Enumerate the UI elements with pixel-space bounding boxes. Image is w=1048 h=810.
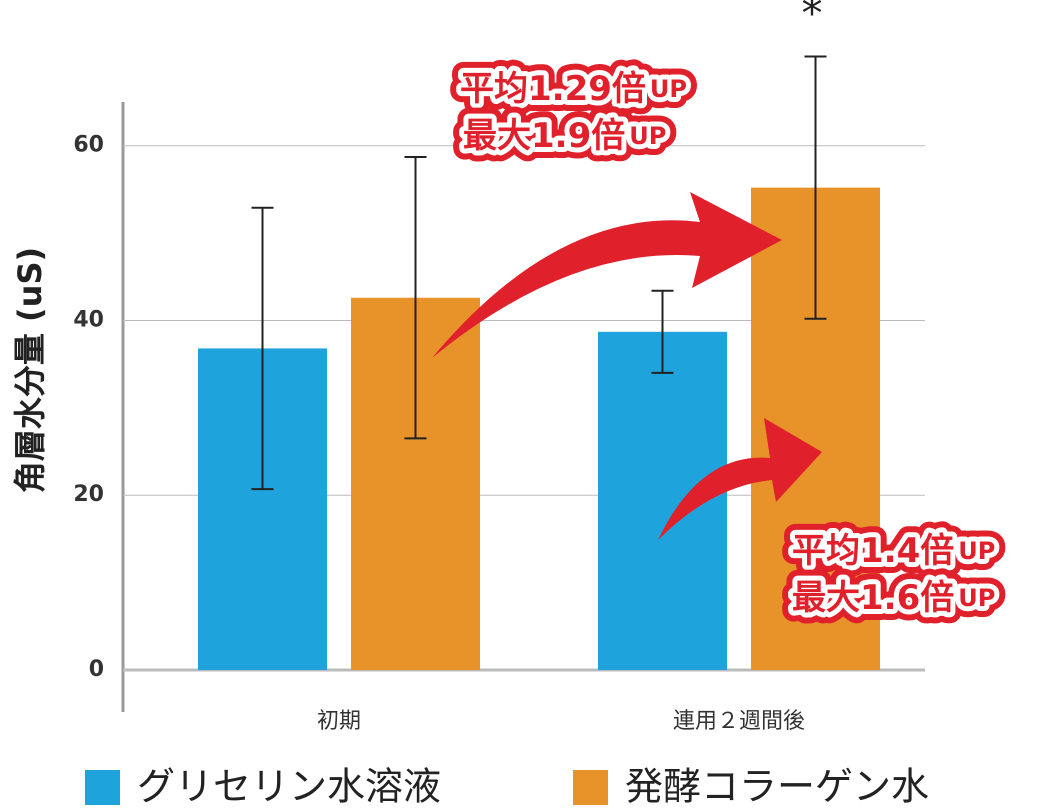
arrow xyxy=(658,418,822,540)
x-tick-label: 連用２週間後 xyxy=(673,709,805,734)
callout-text: 平均1.4倍 UP xyxy=(792,531,995,571)
callout-value: 最大1.9倍 xyxy=(463,116,625,156)
callout-value: 平均1.4倍 xyxy=(792,531,954,571)
callout-suffix: UP xyxy=(629,122,666,150)
legend-label: グリセリン水溶液 xyxy=(137,765,441,809)
callout-suffix: UP xyxy=(650,75,687,103)
callout-suffix: UP xyxy=(629,122,666,150)
callout-text: 最大1.9倍 UP xyxy=(463,116,666,156)
callout-suffix: UP xyxy=(958,537,995,565)
error-bar xyxy=(804,55,827,320)
callout-text: 最大1.9倍 UP xyxy=(463,116,666,156)
callout-suffix: UP xyxy=(958,584,995,612)
x-tick-label: 初期 xyxy=(317,709,361,734)
y-tick-label: 40 xyxy=(73,307,104,332)
callout-text: 最大1.6倍 UP xyxy=(792,578,995,618)
legend-label: 発酵コラーゲン水 xyxy=(625,765,929,809)
callout-suffix: UP xyxy=(650,75,687,103)
callout-value: 最大1.9倍 xyxy=(463,116,625,156)
callout-suffix: UP xyxy=(958,584,995,612)
legend-swatch xyxy=(573,770,608,805)
y-axis-label: 角層水分量 (uS) xyxy=(11,247,49,493)
y-tick-label: 60 xyxy=(73,133,104,158)
callout-value: 平均1.29倍 xyxy=(460,69,646,109)
y-tick-label: 0 xyxy=(89,657,104,682)
plot: 0 20 40 60 初期 連用２週間後 xyxy=(73,55,925,734)
y-tick-label: 20 xyxy=(73,482,104,507)
callout-suffix: UP xyxy=(958,537,995,565)
callout-value: 平均1.4倍 xyxy=(792,531,954,571)
callout-value: 最大1.6倍 xyxy=(792,578,954,618)
callout-text: 平均1.29倍 UP xyxy=(460,69,687,109)
error-bar xyxy=(651,289,674,374)
callout-text: 平均1.4倍 UP xyxy=(792,531,995,571)
callout-text: 平均1.29倍 UP xyxy=(460,69,687,109)
error-bar xyxy=(404,156,427,440)
error-bar xyxy=(251,206,274,491)
arrow xyxy=(432,192,782,358)
callout-value: 最大1.6倍 xyxy=(792,578,954,618)
legend-swatch xyxy=(85,770,120,805)
significance-mark: * xyxy=(802,0,823,38)
callout-value: 平均1.29倍 xyxy=(460,69,646,109)
callout-text: 最大1.6倍 UP xyxy=(792,578,995,618)
